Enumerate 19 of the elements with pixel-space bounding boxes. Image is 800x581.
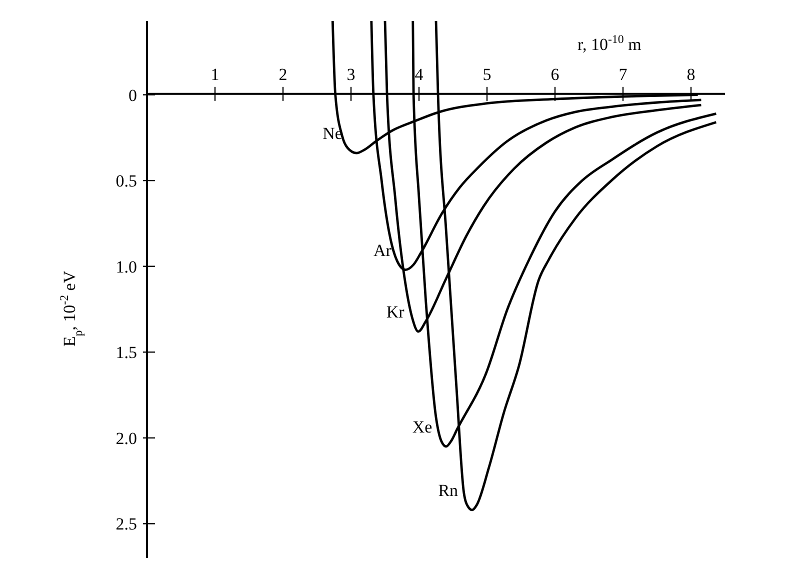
x-tick-label: 7 — [618, 64, 628, 84]
y-tick-label: 1.5 — [116, 343, 137, 362]
x-tick-label: 3 — [346, 64, 356, 84]
series-label: Xe — [412, 417, 432, 436]
series-label: Kr — [386, 302, 405, 322]
x-tick-label: 2 — [278, 64, 288, 84]
x-tick-label: 6 — [550, 64, 560, 84]
y-tick-label: 0 — [128, 86, 137, 105]
x-tick-label: 1 — [210, 64, 220, 84]
x-tick-label: 8 — [686, 64, 696, 84]
y-tick-label: 0.5 — [116, 172, 137, 191]
series-label: Ar — [373, 240, 392, 260]
series-label: Rn — [438, 480, 459, 500]
x-tick-label: 5 — [482, 64, 492, 84]
y-tick-label: 1.0 — [116, 257, 137, 276]
y-tick-label: 2.0 — [116, 428, 137, 448]
x-axis-title: r, 10$^{-10}$ m — [577, 32, 642, 54]
x-tick-label: 4 — [414, 64, 424, 84]
y-tick-label: 2.5 — [116, 514, 137, 534]
